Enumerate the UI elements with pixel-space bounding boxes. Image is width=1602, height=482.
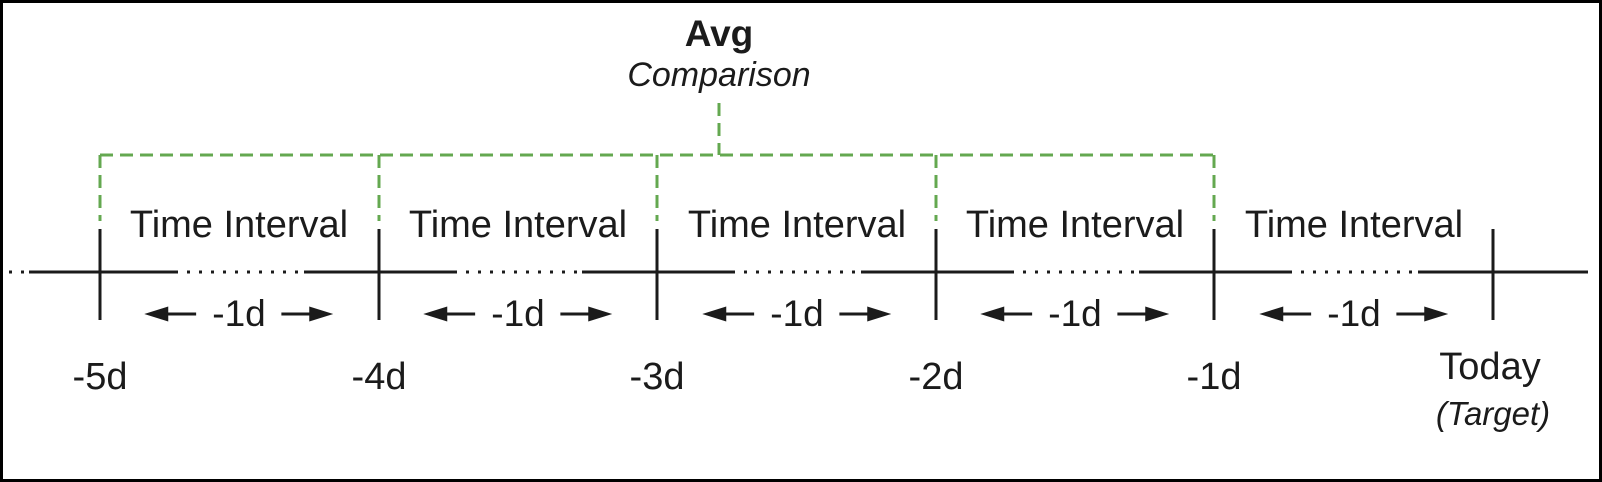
- duration-label: -1d: [1327, 293, 1381, 334]
- duration-row: -1d: [144, 293, 334, 334]
- interval-label: Time Interval: [687, 204, 907, 246]
- duration-row: -1d: [423, 293, 613, 334]
- duration-label: -1d: [1048, 293, 1102, 334]
- arrow-left-icon: [144, 306, 197, 321]
- tick-label: -3d: [629, 356, 685, 398]
- arrow-left-icon: [423, 306, 476, 321]
- diagram-header: Avg Comparison: [627, 13, 810, 95]
- arrow-right-icon: [1117, 306, 1170, 321]
- arrow-right-icon: [560, 306, 613, 321]
- duration-label: -1d: [212, 293, 266, 334]
- tick-label: -4d: [351, 356, 407, 398]
- arrow-left-icon: [1259, 306, 1312, 321]
- axis-tick-marks: [98, 229, 1495, 320]
- timeline-graphic: [9, 103, 1588, 320]
- arrow-right-icon: [281, 306, 334, 321]
- arrow-left-icon: [980, 306, 1033, 321]
- duration-label: -1d: [491, 293, 545, 334]
- duration-row: -1d: [980, 293, 1170, 334]
- avg-title: Avg: [684, 13, 754, 54]
- comparison-bracket: [98, 103, 1216, 221]
- tick-label: -2d: [908, 356, 964, 398]
- interval-label: Time Interval: [1244, 204, 1464, 246]
- arrow-right-icon: [839, 306, 892, 321]
- duration-label: -1d: [770, 293, 824, 334]
- arrow-right-icon: [1396, 306, 1449, 321]
- interval-label: Time Interval: [965, 204, 1185, 246]
- interval-label: Time Interval: [408, 204, 628, 246]
- target-note: (Target): [1435, 395, 1551, 432]
- duration-row: -1d: [702, 293, 892, 334]
- arrow-left-icon: [702, 306, 755, 321]
- tick-label-today: Today: [1439, 346, 1541, 388]
- duration-row: -1d: [1259, 293, 1449, 334]
- interval-label: Time Interval: [129, 204, 349, 246]
- tick-label: -1d: [1186, 356, 1242, 398]
- timeline-axis: [9, 229, 1588, 320]
- comparison-subtitle: Comparison: [627, 55, 811, 94]
- bracket-drop-lines: [98, 155, 1216, 221]
- tick-label: -5d: [72, 356, 128, 398]
